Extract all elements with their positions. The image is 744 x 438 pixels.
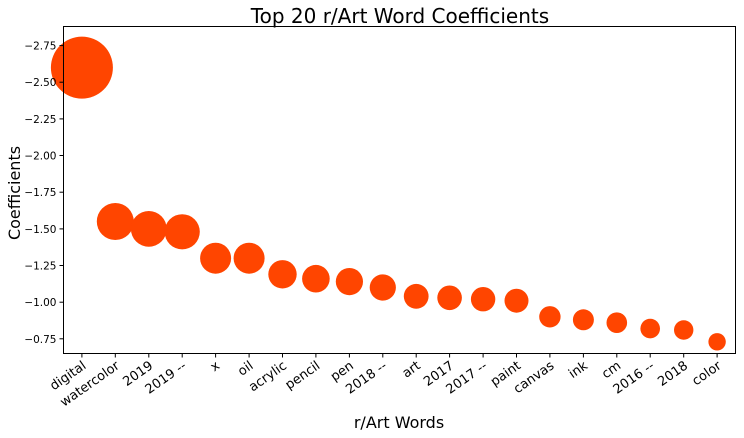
- point-2017: [470, 287, 496, 312]
- point-2018: [369, 274, 396, 301]
- y-tick-label: −1.25: [24, 261, 56, 273]
- point-acrylic: [268, 260, 297, 289]
- y-tick-label: −2.50: [24, 77, 56, 89]
- y-tick-label: −0.75: [24, 334, 56, 346]
- y-axis-label: Coefficients: [5, 146, 24, 240]
- x-tick-label: 2018: [655, 358, 691, 389]
- point-2016: [640, 318, 660, 339]
- x-axis-label: r/Art Words: [354, 413, 444, 432]
- x-tick-label: x: [208, 358, 223, 375]
- point-digital: [50, 36, 113, 99]
- y-tick-label: −1.00: [24, 297, 56, 309]
- x-tick-label: ink: [566, 358, 591, 382]
- y-tick-label: −2.75: [24, 41, 56, 53]
- y-axis: −2.75 −2.50 −2.25 −2.00 −1.75 −1.50 −1.25 −1.00…: [24, 41, 64, 346]
- x-tick-label: color: [690, 358, 725, 389]
- point-oil: [233, 242, 265, 274]
- chart-title: Top 20 r/Art Word Coefficients: [250, 4, 549, 28]
- point-2017: [437, 285, 462, 311]
- point-paint: [504, 288, 529, 313]
- y-tick-label: −2.00: [24, 151, 56, 163]
- point-ink: [572, 309, 594, 331]
- point-pencil: [302, 264, 330, 293]
- x-tick-label: art: [400, 358, 424, 381]
- point-2018: [674, 320, 694, 340]
- x-tick-label: acrylic: [246, 358, 289, 395]
- data-points: [50, 36, 726, 351]
- y-tick-label: −2.25: [24, 114, 56, 126]
- point-art: [403, 283, 429, 309]
- point-color: [708, 333, 726, 351]
- point-2019: [130, 211, 167, 247]
- x-tick-label: oil: [235, 358, 256, 379]
- point-watercolor: [96, 203, 134, 240]
- point-canvas: [539, 306, 561, 328]
- point-2019: [164, 214, 200, 250]
- point-cm: [606, 312, 628, 334]
- y-tick-label: −1.50: [24, 224, 56, 236]
- x-tick-label: pencil: [283, 358, 323, 393]
- point-x: [200, 242, 232, 274]
- plot-frame: [63, 26, 736, 354]
- point-pen: [335, 268, 363, 296]
- y-tick-label: −1.75: [24, 187, 56, 199]
